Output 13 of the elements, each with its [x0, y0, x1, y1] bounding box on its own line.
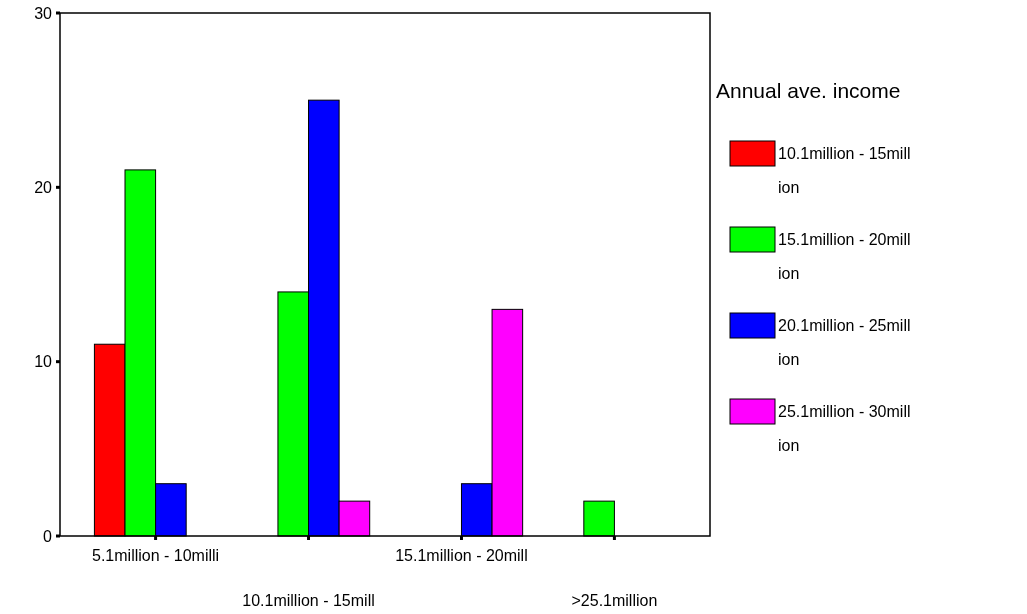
legend-label: 20.1million - 25million — [778, 317, 911, 368]
legend-label: 25.1million - 30million — [778, 403, 911, 454]
legend-label: 10.1million - 15million — [778, 145, 911, 196]
x-tick-label: >25.1million — [571, 592, 658, 609]
y-tick-label: 30 — [34, 4, 53, 22]
legend-title: Annual ave. income — [716, 79, 901, 102]
x-tick-label: 5.1million - 10milli — [92, 547, 220, 564]
legend-label: 15.1million - 20million — [778, 231, 911, 282]
y-tick-label: 20 — [34, 178, 53, 196]
x-tick-label: 10.1million - 15mill — [242, 592, 375, 609]
y-tick-label: 10 — [34, 353, 53, 371]
y-tick-label: 0 — [43, 527, 53, 545]
x-tick-label: 15.1million - 20mill — [395, 547, 528, 564]
